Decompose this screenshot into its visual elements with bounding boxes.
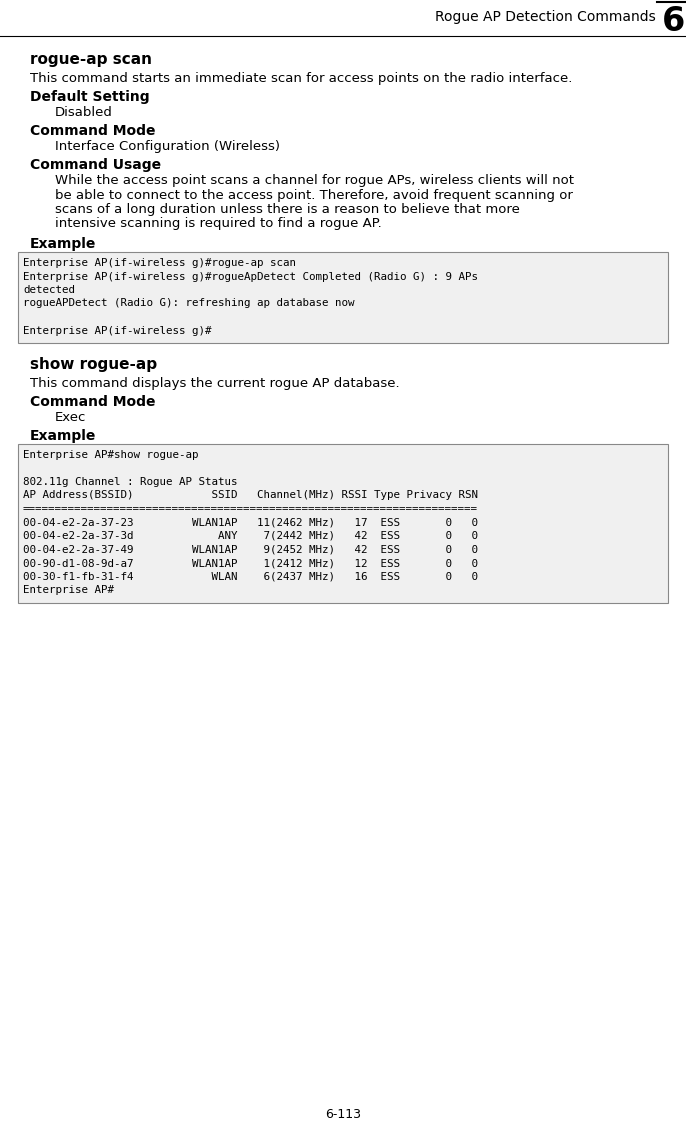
FancyBboxPatch shape	[18, 252, 668, 343]
Text: Enterprise AP(if-wireless g)#: Enterprise AP(if-wireless g)#	[23, 326, 211, 336]
Text: 00-04-e2-2a-37-23         WLAN1AP   11(2462 MHz)   17  ESS       0   0: 00-04-e2-2a-37-23 WLAN1AP 11(2462 MHz) 1…	[23, 518, 478, 528]
Text: 00-30-f1-fb-31-f4            WLAN    6(2437 MHz)   16  ESS       0   0: 00-30-f1-fb-31-f4 WLAN 6(2437 MHz) 16 ES…	[23, 572, 478, 582]
Text: 00-04-e2-2a-37-49         WLAN1AP    9(2452 MHz)   42  ESS       0   0: 00-04-e2-2a-37-49 WLAN1AP 9(2452 MHz) 42…	[23, 545, 478, 555]
Text: While the access point scans a channel for rogue APs, wireless clients will not: While the access point scans a channel f…	[55, 174, 574, 188]
Text: Example: Example	[30, 429, 96, 442]
Text: Rogue AP Detection Commands: Rogue AP Detection Commands	[435, 10, 656, 24]
Text: Exec: Exec	[55, 411, 86, 424]
Text: Disabled: Disabled	[55, 106, 113, 119]
Text: Command Mode: Command Mode	[30, 124, 156, 138]
Text: show rogue-ap: show rogue-ap	[30, 357, 157, 372]
Text: 802.11g Channel : Rogue AP Status: 802.11g Channel : Rogue AP Status	[23, 477, 237, 487]
Text: This command starts an immediate scan for access points on the radio interface.: This command starts an immediate scan fo…	[30, 72, 572, 85]
Text: Enterprise AP#show rogue-ap: Enterprise AP#show rogue-ap	[23, 450, 198, 460]
Text: AP Address(BSSID)            SSID   Channel(MHz) RSSI Type Privacy RSN: AP Address(BSSID) SSID Channel(MHz) RSSI…	[23, 491, 478, 501]
Text: Enterprise AP(if-wireless g)#rogueApDetect Completed (Radio G) : 9 APs: Enterprise AP(if-wireless g)#rogueApDete…	[23, 272, 478, 282]
Text: Enterprise AP#: Enterprise AP#	[23, 585, 114, 595]
Text: Enterprise AP(if-wireless g)#rogue-ap scan: Enterprise AP(if-wireless g)#rogue-ap sc…	[23, 258, 296, 268]
Text: This command displays the current rogue AP database.: This command displays the current rogue …	[30, 377, 400, 390]
Text: Example: Example	[30, 237, 96, 252]
Text: Interface Configuration (Wireless): Interface Configuration (Wireless)	[55, 140, 280, 153]
Text: 00-04-e2-2a-37-3d             ANY    7(2442 MHz)   42  ESS       0   0: 00-04-e2-2a-37-3d ANY 7(2442 MHz) 42 ESS…	[23, 531, 478, 541]
Text: 6: 6	[662, 4, 685, 38]
Text: detected: detected	[23, 285, 75, 295]
Text: be able to connect to the access point. Therefore, avoid frequent scanning or: be able to connect to the access point. …	[55, 189, 573, 201]
FancyBboxPatch shape	[18, 444, 668, 603]
Text: rogue-ap scan: rogue-ap scan	[30, 52, 152, 67]
Text: ======================================================================: ========================================…	[23, 504, 478, 514]
Text: Command Usage: Command Usage	[30, 158, 161, 172]
Text: 00-90-d1-08-9d-a7         WLAN1AP    1(2412 MHz)   12  ESS       0   0: 00-90-d1-08-9d-a7 WLAN1AP 1(2412 MHz) 12…	[23, 558, 478, 568]
Text: Command Mode: Command Mode	[30, 395, 156, 409]
Text: intensive scanning is required to find a rogue AP.: intensive scanning is required to find a…	[55, 218, 381, 230]
Text: rogueAPDetect (Radio G): refreshing ap database now: rogueAPDetect (Radio G): refreshing ap d…	[23, 299, 355, 309]
Text: Default Setting: Default Setting	[30, 90, 150, 104]
Text: scans of a long duration unless there is a reason to believe that more: scans of a long duration unless there is…	[55, 203, 520, 216]
Text: 6-113: 6-113	[325, 1108, 361, 1121]
